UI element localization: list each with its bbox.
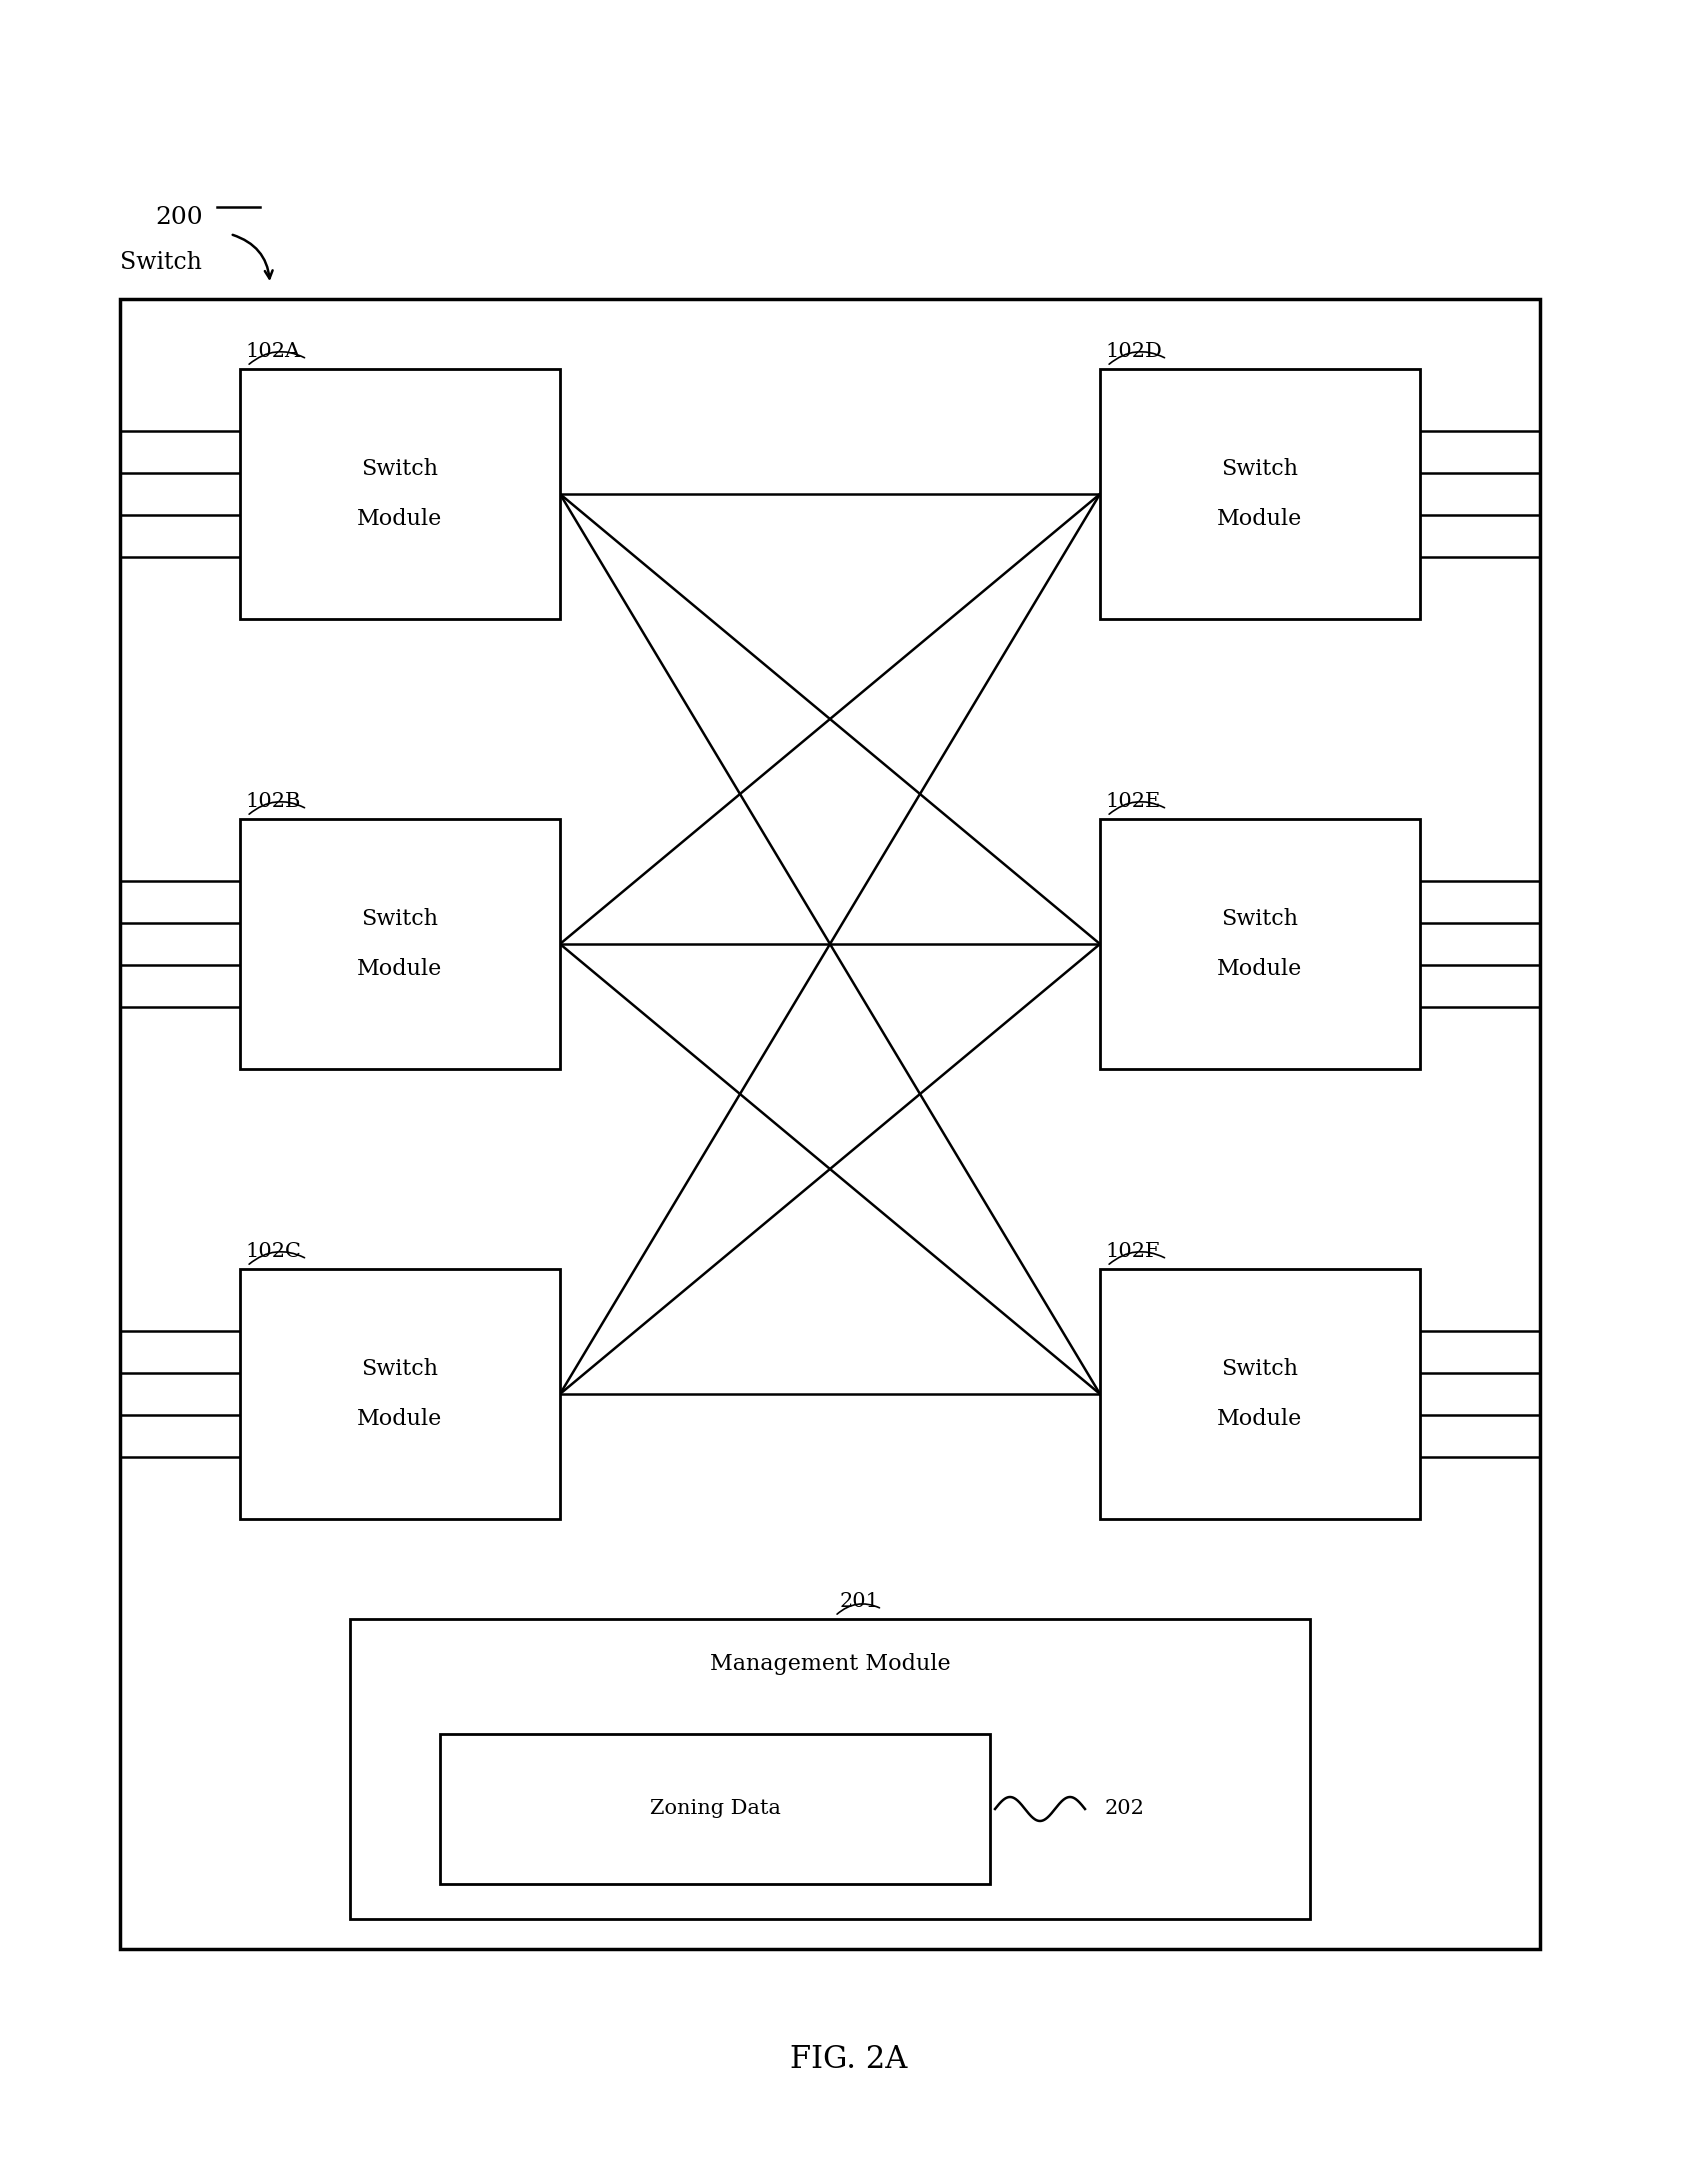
Text: 200: 200: [155, 206, 202, 230]
FancyArrowPatch shape: [1087, 1805, 1095, 1813]
Text: Switch: Switch: [362, 1358, 438, 1379]
Text: Module: Module: [357, 508, 443, 529]
Text: 102D: 102D: [1105, 343, 1161, 360]
Text: Module: Module: [357, 1408, 443, 1429]
Text: Switch: Switch: [121, 252, 202, 273]
Text: 102B: 102B: [245, 792, 301, 811]
Text: Module: Module: [1217, 1408, 1302, 1429]
Text: 201: 201: [841, 1592, 880, 1612]
FancyArrowPatch shape: [250, 803, 304, 813]
FancyArrowPatch shape: [1109, 351, 1165, 364]
Bar: [350, 1618, 1309, 1920]
Text: FIG. 2A: FIG. 2A: [790, 2043, 908, 2074]
Text: Switch: Switch: [1221, 458, 1299, 479]
Text: Module: Module: [357, 959, 443, 980]
Text: Module: Module: [1217, 959, 1302, 980]
FancyArrowPatch shape: [1109, 803, 1165, 813]
FancyArrowPatch shape: [837, 1603, 880, 1614]
Bar: [239, 1269, 560, 1518]
Text: Module: Module: [1217, 508, 1302, 529]
Text: 102A: 102A: [245, 343, 301, 360]
Bar: [1100, 1269, 1420, 1518]
FancyArrowPatch shape: [233, 234, 273, 278]
FancyArrowPatch shape: [1109, 1252, 1165, 1265]
Text: 102C: 102C: [245, 1243, 301, 1260]
Text: Management Module: Management Module: [710, 1653, 951, 1674]
Text: Switch: Switch: [1221, 909, 1299, 931]
Text: Switch: Switch: [362, 909, 438, 931]
FancyArrowPatch shape: [250, 1252, 304, 1265]
Text: Switch: Switch: [1221, 1358, 1299, 1379]
Bar: [1100, 820, 1420, 1069]
Text: 202: 202: [1105, 1800, 1144, 1818]
Text: Zoning Data: Zoning Data: [650, 1800, 781, 1818]
Bar: [1100, 369, 1420, 618]
Bar: [121, 299, 1540, 1950]
FancyArrowPatch shape: [250, 351, 304, 364]
Bar: [239, 820, 560, 1069]
Bar: [239, 369, 560, 618]
Bar: [440, 1733, 990, 1885]
Text: 102E: 102E: [1105, 792, 1160, 811]
Text: Switch: Switch: [362, 458, 438, 479]
Text: 102F: 102F: [1105, 1243, 1160, 1260]
